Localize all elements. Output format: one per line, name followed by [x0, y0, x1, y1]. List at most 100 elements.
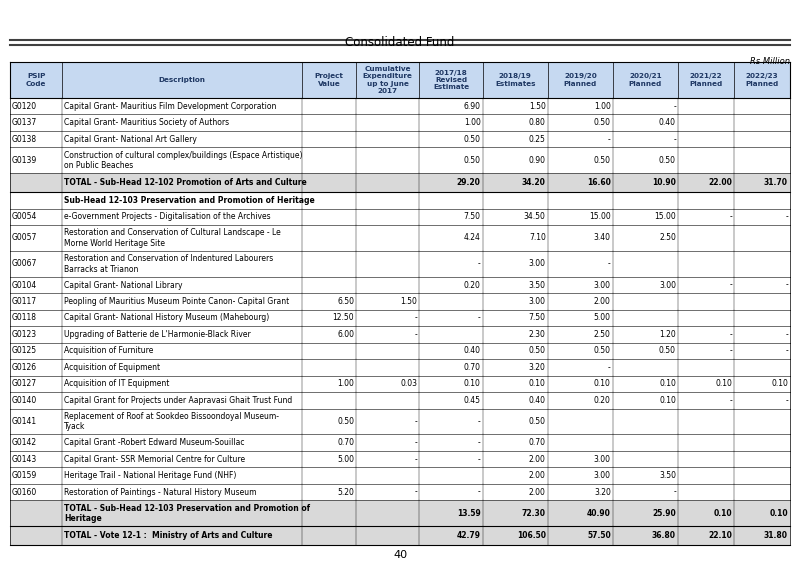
- Text: 2.00: 2.00: [529, 471, 546, 480]
- Text: -: -: [608, 363, 611, 372]
- Bar: [10, 376, 790, 392]
- Text: -: -: [786, 330, 788, 339]
- Bar: [10, 251, 790, 277]
- Text: 34.50: 34.50: [524, 212, 546, 221]
- Text: -: -: [673, 134, 676, 144]
- Text: TOTAL - Vote 12-1 :  Ministry of Arts and Culture: TOTAL - Vote 12-1 : Ministry of Arts and…: [65, 531, 273, 540]
- Text: 22.00: 22.00: [708, 178, 732, 187]
- Text: PSIP
Code: PSIP Code: [26, 73, 46, 86]
- Text: Replacement of Roof at Sookdeo Bissoondoyal Museum-
Tyack: Replacement of Roof at Sookdeo Bissoondo…: [65, 412, 279, 431]
- Text: 0.10: 0.10: [659, 396, 676, 405]
- Text: -: -: [414, 455, 418, 464]
- Text: 3.00: 3.00: [529, 297, 546, 306]
- Text: Capital Grant- SSR Memorial Centre for Culture: Capital Grant- SSR Memorial Centre for C…: [65, 455, 246, 464]
- Text: 0.20: 0.20: [464, 281, 481, 289]
- Text: Restoration and Conservation of Cultural Landscape - Le
Morne World Heritage Sit: Restoration and Conservation of Cultural…: [65, 228, 281, 247]
- Text: Capital Grant -Robert Edward Museum-Souillac: Capital Grant -Robert Edward Museum-Soui…: [65, 438, 245, 447]
- Text: G0067: G0067: [12, 259, 38, 268]
- Text: 3.00: 3.00: [659, 281, 676, 289]
- Text: -: -: [478, 314, 481, 323]
- Bar: [10, 326, 790, 343]
- Text: 29.20: 29.20: [457, 178, 481, 187]
- Text: 15.00: 15.00: [589, 212, 611, 221]
- Bar: [10, 98, 790, 115]
- Text: 3.00: 3.00: [594, 281, 611, 289]
- Bar: [10, 408, 790, 434]
- Text: G0142: G0142: [12, 438, 37, 447]
- Text: 2.30: 2.30: [529, 330, 546, 339]
- Text: -: -: [608, 259, 611, 268]
- Text: 0.50: 0.50: [594, 118, 611, 127]
- Text: -: -: [786, 396, 788, 405]
- Text: G0125: G0125: [12, 346, 37, 355]
- Text: TOTAL - Sub-Head 12-103 Preservation and Promotion of
Heritage: TOTAL - Sub-Head 12-103 Preservation and…: [65, 503, 310, 523]
- Bar: [10, 147, 790, 173]
- Text: Capital Grant- National Art Gallery: Capital Grant- National Art Gallery: [65, 134, 198, 144]
- Bar: [10, 115, 790, 131]
- Text: 0.70: 0.70: [337, 438, 354, 447]
- Text: 2022/23
Planned: 2022/23 Planned: [746, 73, 778, 86]
- Text: 2.50: 2.50: [659, 233, 676, 242]
- Text: 15.00: 15.00: [654, 212, 676, 221]
- Text: 0.50: 0.50: [464, 156, 481, 165]
- Bar: [10, 484, 790, 500]
- Text: Consolidated Fund: Consolidated Fund: [346, 36, 454, 49]
- Text: 5.00: 5.00: [337, 455, 354, 464]
- Text: 12.50: 12.50: [333, 314, 354, 323]
- Bar: [10, 131, 790, 147]
- Text: 0.10: 0.10: [771, 379, 788, 388]
- Text: G0054: G0054: [12, 212, 38, 221]
- Text: 42.79: 42.79: [457, 531, 481, 540]
- Bar: [10, 392, 790, 408]
- Text: 1.00: 1.00: [338, 379, 354, 388]
- Text: 2.00: 2.00: [594, 297, 611, 306]
- Text: 3.40: 3.40: [594, 233, 611, 242]
- Text: Capital Grant for Projects under Aapravasi Ghait Trust Fund: Capital Grant for Projects under Aaprava…: [65, 396, 293, 405]
- Text: -: -: [414, 417, 418, 426]
- Text: 2.00: 2.00: [529, 488, 546, 497]
- Text: 0.40: 0.40: [464, 346, 481, 355]
- Text: 106.50: 106.50: [517, 531, 546, 540]
- Text: 3.00: 3.00: [594, 471, 611, 480]
- Text: -: -: [730, 281, 732, 289]
- Text: -: -: [786, 212, 788, 221]
- Text: 3.00: 3.00: [594, 455, 611, 464]
- Text: -: -: [478, 438, 481, 447]
- Text: 4.24: 4.24: [464, 233, 481, 242]
- Text: 0.45: 0.45: [464, 396, 481, 405]
- Text: Project
Value: Project Value: [314, 73, 343, 86]
- Text: 31.70: 31.70: [764, 178, 788, 187]
- Bar: [10, 225, 790, 251]
- Text: 2018/19
Estimates: 2018/19 Estimates: [495, 73, 535, 86]
- Text: 7.50: 7.50: [464, 212, 481, 221]
- Bar: [10, 467, 790, 484]
- Text: G0140: G0140: [12, 396, 38, 405]
- Text: -: -: [414, 314, 418, 323]
- Bar: [10, 62, 790, 98]
- Text: G0127: G0127: [12, 379, 37, 388]
- Text: 5.20: 5.20: [338, 488, 354, 497]
- Text: Restoration and Conservation of Indentured Labourers
Barracks at Trianon: Restoration and Conservation of Indentur…: [65, 254, 274, 273]
- Text: G0104: G0104: [12, 281, 38, 289]
- Text: 1.00: 1.00: [464, 118, 481, 127]
- Bar: [10, 173, 790, 192]
- Text: 0.70: 0.70: [529, 438, 546, 447]
- Text: 31.80: 31.80: [764, 531, 788, 540]
- Text: 1.00: 1.00: [594, 102, 611, 111]
- Text: 72.30: 72.30: [522, 508, 546, 518]
- Text: G0159: G0159: [12, 471, 38, 480]
- Text: Construction of cultural complex/buildings (Espace Artistique)
on Public Beaches: Construction of cultural complex/buildin…: [65, 151, 303, 170]
- Text: 3.50: 3.50: [659, 471, 676, 480]
- Text: Peopling of Mauritius Museum Pointe Canon- Capital Grant: Peopling of Mauritius Museum Pointe Cano…: [65, 297, 290, 306]
- Text: -: -: [478, 259, 481, 268]
- Text: 16.60: 16.60: [587, 178, 611, 187]
- Text: 0.80: 0.80: [529, 118, 546, 127]
- Text: -: -: [478, 455, 481, 464]
- Text: 2.00: 2.00: [529, 455, 546, 464]
- Text: 34.20: 34.20: [522, 178, 546, 187]
- Bar: [10, 310, 790, 326]
- Text: e-Government Projects - Digitalisation of the Archives: e-Government Projects - Digitalisation o…: [65, 212, 271, 221]
- Text: 57.50: 57.50: [587, 531, 611, 540]
- Text: 3.00: 3.00: [529, 259, 546, 268]
- Text: Rs Million: Rs Million: [750, 57, 790, 66]
